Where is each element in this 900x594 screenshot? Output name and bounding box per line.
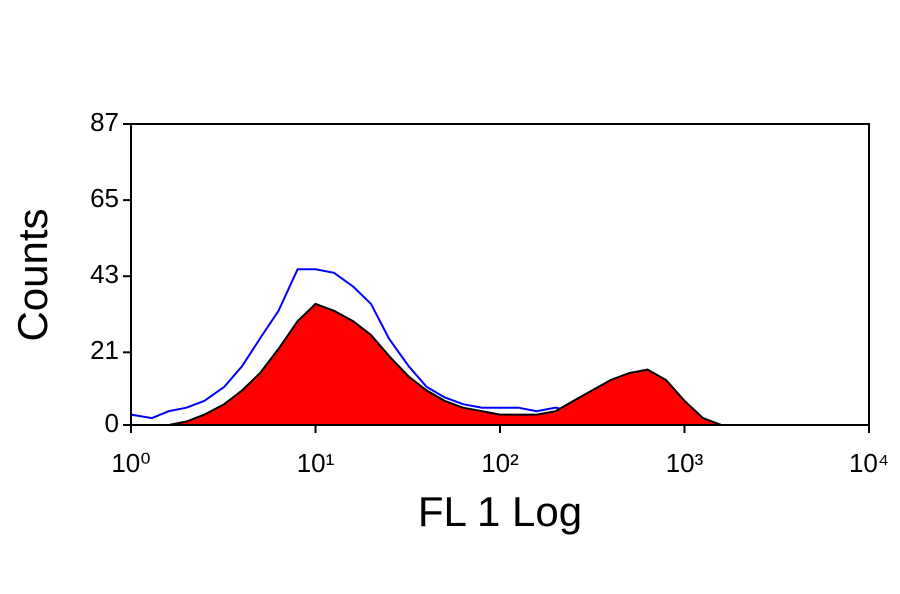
y-tick-label: 87: [90, 107, 119, 137]
x-tick-label: 10¹: [297, 448, 335, 478]
y-tick-label: 43: [90, 259, 119, 289]
area: [131, 302, 796, 426]
plot-frame: [130, 123, 870, 426]
x-tick-label: 10³: [666, 448, 704, 478]
y-axis-label: Counts: [9, 208, 56, 341]
x-axis-label: FL 1 Log: [418, 488, 582, 535]
x-tick-label: 10²: [481, 448, 519, 478]
y-tick-label: 21: [90, 335, 119, 365]
x-tick-label: 10⁰: [111, 448, 150, 478]
y-tick-label: 0: [105, 408, 119, 438]
x-tick-label: 10⁴: [849, 448, 889, 478]
y-tick-label: 65: [90, 183, 119, 213]
